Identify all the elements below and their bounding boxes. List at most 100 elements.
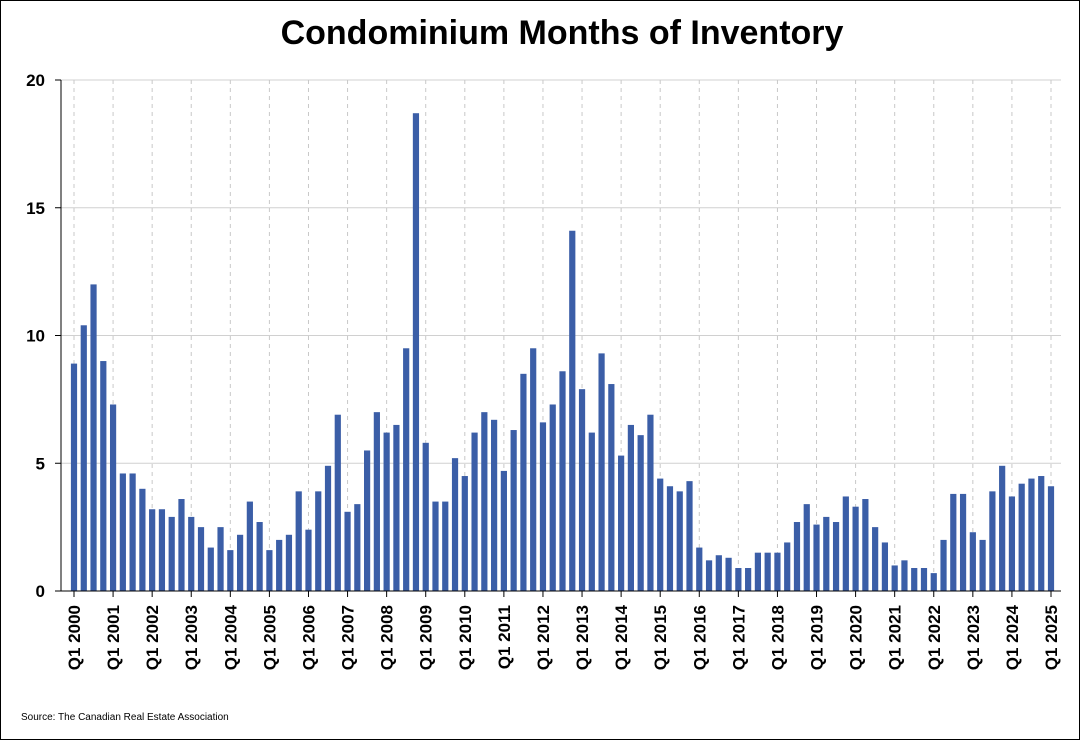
bar: [618, 455, 625, 591]
bar: [364, 450, 371, 591]
source-note: Source: The Canadian Real Estate Associa…: [21, 712, 229, 723]
bar: [539, 422, 547, 591]
bar: [598, 353, 605, 591]
bar: [246, 501, 253, 591]
x-tick-label: Q1 2011: [495, 605, 514, 669]
bar: [197, 527, 205, 591]
bar: [1008, 496, 1016, 591]
y-tick-label: 15: [26, 199, 45, 218]
x-tick-label: Q1 2012: [534, 605, 553, 670]
bar: [442, 501, 449, 591]
bar: [256, 522, 263, 591]
x-tick-label: Q1 2001: [104, 605, 123, 670]
bar: [295, 491, 302, 591]
bar: [471, 432, 478, 591]
bar: [129, 473, 136, 591]
bar: [1047, 486, 1055, 591]
bar: [569, 230, 576, 591]
bar: [549, 404, 556, 591]
x-tick-label: Q1 2010: [456, 605, 475, 670]
bar: [950, 493, 957, 591]
bar: [344, 511, 351, 591]
bar: [705, 560, 713, 591]
bar: [217, 527, 224, 591]
bar: [793, 522, 801, 591]
bar: [676, 491, 683, 591]
bar: [510, 430, 517, 591]
bar: [1038, 476, 1045, 591]
x-tick-label: Q1 2003: [182, 605, 201, 670]
bar: [119, 473, 126, 591]
bar: [403, 348, 410, 591]
x-tick-label: Q1 2000: [65, 605, 84, 670]
x-tick-label: Q1 2020: [847, 605, 866, 670]
x-tick-label: Q1 2013: [573, 605, 592, 670]
bar: [100, 361, 107, 591]
bar: [891, 565, 898, 591]
bar: [432, 501, 439, 591]
x-tick-label: Q1 2024: [1003, 604, 1022, 670]
bar: [803, 504, 810, 591]
bar: [139, 488, 146, 591]
y-tick-label: 5: [36, 454, 45, 473]
x-tick-label: Q1 2007: [339, 605, 358, 670]
bar: [149, 509, 156, 591]
bar: [774, 552, 781, 591]
bar: [940, 539, 947, 591]
x-tick-label: Q1 2004: [221, 604, 240, 670]
bar: [920, 568, 928, 591]
bar: [305, 529, 312, 591]
bar: [832, 522, 840, 591]
x-tick-label: Q1 2025: [1042, 605, 1061, 670]
bar: [90, 284, 97, 591]
y-tick-label: 0: [36, 582, 45, 601]
bar: [813, 524, 820, 591]
x-tick-label: Q1 2005: [260, 605, 279, 670]
y-tick-label: 10: [26, 327, 45, 346]
bar: [657, 478, 664, 591]
bar: [930, 573, 937, 591]
bar: [764, 552, 771, 591]
bar: [735, 568, 742, 591]
bar: [627, 424, 634, 591]
bar: [461, 476, 468, 591]
bar: [901, 560, 908, 591]
bar: [999, 465, 1006, 591]
bar: [745, 568, 752, 591]
bar: [109, 404, 117, 591]
bar: [881, 542, 889, 591]
bar: [1028, 478, 1035, 591]
bar: [334, 414, 341, 591]
bar: [872, 527, 879, 591]
bar: [315, 491, 322, 591]
bar: [647, 414, 654, 591]
bar: [754, 552, 761, 591]
bar: [559, 371, 566, 591]
bar: [491, 419, 498, 591]
bar: [500, 470, 507, 591]
bar: [959, 493, 967, 591]
bar: [422, 442, 429, 591]
bar: [715, 555, 722, 591]
bar: [578, 389, 586, 591]
x-tick-label: Q1 2016: [690, 605, 709, 670]
x-tick-label: Q1 2015: [651, 605, 670, 670]
bar: [637, 435, 644, 591]
bar: [989, 491, 996, 591]
bar: [178, 499, 185, 591]
bar: [696, 547, 703, 591]
bar-series: [70, 113, 1055, 591]
bar: [324, 465, 332, 591]
x-tick-label: Q1 2018: [768, 605, 787, 670]
x-tick-label: Q1 2002: [143, 605, 162, 670]
bar: [236, 534, 244, 591]
bar: [168, 516, 175, 591]
bar: [969, 532, 976, 591]
bar: [412, 113, 420, 591]
x-tick-label: Q1 2014: [612, 604, 631, 670]
bar: [823, 516, 830, 591]
x-tick-label: Q1 2021: [886, 605, 905, 670]
bar: [725, 557, 732, 591]
